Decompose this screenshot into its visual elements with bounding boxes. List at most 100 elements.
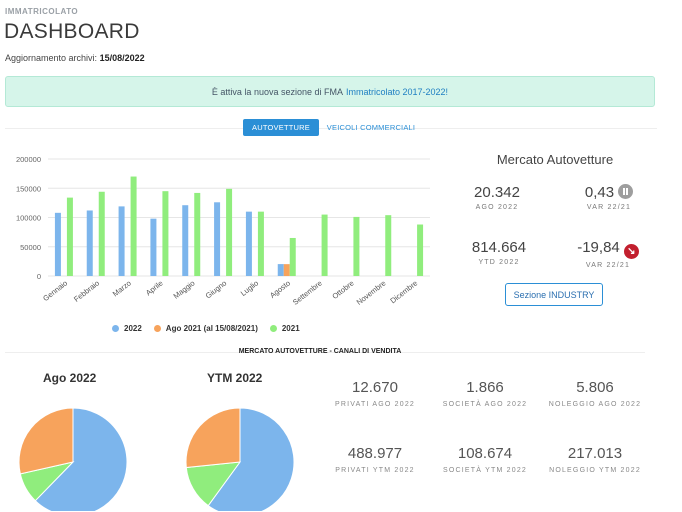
arrow-down-right-icon: ↘ bbox=[623, 244, 639, 259]
registrations-bar-chart: 0 50000 100000 150000 200000 Gennaio Febbraio M… bbox=[16, 155, 430, 307]
channel-value: 488.977 bbox=[347, 445, 403, 462]
tab-veicoli-commerciali[interactable]: VEICOLI COMMERCIALI bbox=[326, 123, 416, 132]
tab-divider bbox=[5, 128, 657, 129]
x-tick-label: Febbraio bbox=[72, 278, 101, 303]
stat-value: 814.664 bbox=[471, 239, 527, 256]
stat-ago-2022: 20.342 AGO 2022 bbox=[462, 184, 532, 211]
legend-label: 2021 bbox=[281, 324, 300, 333]
channel-label: SOCIETÀ YTM 2022 bbox=[442, 467, 528, 474]
y-tick-label: 150000 bbox=[16, 184, 41, 193]
legend-label: Ago 2021 (al 15/08/2021) bbox=[165, 324, 258, 333]
x-tick-label: Aprile bbox=[144, 278, 165, 297]
channel-label: NOLEGGIO AGO 2022 bbox=[548, 401, 642, 408]
x-tick-label: Novembre bbox=[355, 278, 388, 306]
x-tick-label: Gennaio bbox=[41, 278, 69, 303]
pause-icon bbox=[618, 184, 634, 199]
x-tick-label: Ottobre bbox=[330, 278, 355, 300]
pie-slice[interactable] bbox=[18, 407, 74, 475]
y-tick-label: 50000 bbox=[20, 243, 41, 252]
channel-label: PRIVATI AGO 2022 bbox=[334, 401, 416, 408]
bar-2021[interactable] bbox=[226, 188, 233, 276]
chart-legend: 2022 Ago 2021 (al 15/08/2021) 2021 bbox=[112, 324, 300, 333]
channel-value: 5.806 bbox=[576, 379, 614, 396]
update-info: Aggiornamento archivi: 15/08/2022 bbox=[5, 53, 145, 63]
channel-value: 1.866 bbox=[466, 379, 504, 396]
bar-2021[interactable] bbox=[98, 191, 105, 276]
y-tick-label: 100000 bbox=[16, 214, 41, 223]
bar-2022[interactable] bbox=[86, 210, 93, 276]
pie-chart-ytm bbox=[185, 407, 295, 511]
stat-label: AGO 2022 bbox=[475, 204, 519, 211]
legend-dot-icon bbox=[153, 325, 161, 332]
channel-label: SOCIETÀ AGO 2022 bbox=[442, 401, 528, 408]
pie-slice[interactable] bbox=[34, 407, 128, 511]
pie-title-ytm: YTM 2022 bbox=[207, 371, 263, 385]
stat-label: YTD 2022 bbox=[478, 259, 520, 266]
update-label: Aggiornamento archivi: bbox=[5, 53, 98, 63]
bar-2021[interactable] bbox=[130, 176, 137, 276]
channel-societa-ago: 1.866 SOCIETÀ AGO 2022 bbox=[425, 379, 545, 412]
bar-2021[interactable] bbox=[162, 191, 169, 276]
legend-item-2021[interactable]: 2021 bbox=[269, 324, 300, 333]
legend-item-ago-2021[interactable]: Ago 2021 (al 15/08/2021) bbox=[153, 324, 258, 333]
bar-2022[interactable] bbox=[54, 212, 61, 276]
channel-noleggio-ytm: 217.013 NOLEGGIO YTM 2022 bbox=[540, 445, 650, 478]
page-title: DASHBOARD bbox=[4, 20, 140, 43]
alert-link[interactable]: Immatricolato 2017-2022! bbox=[346, 86, 449, 97]
bar-2022[interactable] bbox=[150, 218, 157, 276]
x-tick-label: Dicembre bbox=[388, 278, 419, 305]
channel-value: 12.670 bbox=[352, 379, 398, 396]
stat-value: 0,43 bbox=[584, 184, 615, 201]
legend-label: 2022 bbox=[124, 324, 142, 333]
channel-societa-ytm: 108.674 SOCIETÀ YTM 2022 bbox=[425, 445, 545, 478]
stat-value: 20.342 bbox=[474, 184, 520, 201]
x-tick-label: Luglio bbox=[239, 278, 260, 297]
bar-2022[interactable] bbox=[277, 264, 284, 276]
bar-2022[interactable] bbox=[214, 202, 221, 276]
y-tick-label: 0 bbox=[37, 272, 41, 281]
x-tick-label: Marzo bbox=[111, 278, 133, 298]
bar-2021[interactable] bbox=[385, 215, 392, 276]
bar-2021[interactable] bbox=[417, 224, 424, 276]
channel-value: 108.674 bbox=[457, 445, 513, 462]
bar-2022[interactable] bbox=[182, 205, 189, 276]
channels-section-title: MERCATO AUTOVETTURE - CANALI DI VENDITA bbox=[238, 348, 402, 355]
industry-section-button[interactable]: Sezione INDUSTRY bbox=[505, 283, 603, 306]
pie-slice[interactable] bbox=[185, 407, 241, 469]
stat-label: VAR 22/21 bbox=[585, 262, 631, 269]
stat-var-month: 0,43 VAR 22/21 bbox=[568, 184, 650, 211]
bar-2021[interactable] bbox=[66, 197, 73, 276]
channel-privati-ago: 12.670 PRIVATI AGO 2022 bbox=[315, 379, 435, 412]
channel-label: NOLEGGIO YTM 2022 bbox=[549, 467, 641, 474]
bar-2021[interactable] bbox=[353, 216, 360, 276]
market-title: Mercato Autovetture bbox=[496, 152, 614, 167]
legend-dot-icon bbox=[112, 325, 119, 332]
pie-slice[interactable] bbox=[207, 407, 295, 511]
bar-2021[interactable] bbox=[194, 192, 201, 276]
channel-noleggio-ago: 5.806 NOLEGGIO AGO 2022 bbox=[540, 379, 650, 412]
stat-value-row: -19,84 ↘ bbox=[566, 239, 650, 259]
channel-privati-ytm: 488.977 PRIVATI YTM 2022 bbox=[315, 445, 435, 478]
legend-item-2022[interactable]: 2022 bbox=[112, 324, 142, 333]
stat-ytd-2022: 814.664 YTD 2022 bbox=[462, 239, 536, 266]
bar-2021[interactable] bbox=[257, 211, 264, 276]
section-divider bbox=[5, 352, 645, 353]
bar-ago[interactable] bbox=[283, 264, 290, 276]
bar-2021[interactable] bbox=[321, 214, 328, 276]
x-tick-label: Settembre bbox=[291, 278, 324, 306]
x-tick-label: Maggio bbox=[172, 278, 197, 300]
alert-text: È attiva la nuova sezione di FMA bbox=[211, 86, 343, 97]
pie-title-ago: Ago 2022 bbox=[43, 371, 97, 385]
bar-2021[interactable] bbox=[289, 237, 296, 276]
bar-2022[interactable] bbox=[118, 206, 125, 276]
legend-dot-icon bbox=[269, 325, 277, 332]
x-tick-label: Agosto bbox=[268, 278, 292, 299]
x-tick-label: Giugno bbox=[204, 278, 229, 300]
info-alert: È attiva la nuova sezione di FMA Immatri… bbox=[5, 76, 655, 107]
tab-autovetture[interactable]: AUTOVETTURE bbox=[243, 119, 319, 136]
stat-var-ytd: -19,84 ↘ VAR 22/21 bbox=[566, 239, 650, 269]
breadcrumb: IMMATRICOLATO bbox=[5, 7, 79, 16]
channel-value: 217.013 bbox=[567, 445, 623, 462]
bar-2022[interactable] bbox=[245, 211, 252, 276]
stat-label: VAR 22/21 bbox=[586, 204, 632, 211]
